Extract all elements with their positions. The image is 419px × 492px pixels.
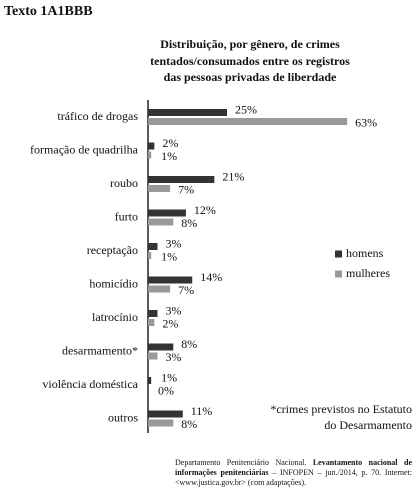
value-label: 8%	[181, 417, 197, 431]
bar	[148, 243, 158, 250]
category-label: homicídio	[89, 276, 138, 290]
value-label: 1%	[161, 249, 177, 263]
value-label: 14%	[200, 270, 222, 284]
category-label: violência doméstica	[42, 377, 138, 391]
value-label: 3%	[165, 236, 181, 250]
chart-title: tentados/consumados entre os registros	[150, 54, 350, 68]
value-label: 2%	[162, 316, 178, 330]
bar	[148, 142, 155, 150]
bar	[148, 319, 155, 326]
bar	[148, 276, 193, 284]
category-label: receptação	[87, 243, 138, 257]
legend-label: homens	[346, 246, 384, 260]
bar	[148, 352, 158, 360]
value-label: 8%	[181, 216, 197, 230]
bar	[148, 419, 174, 427]
legend-swatch	[335, 250, 342, 258]
value-label: 11%	[191, 404, 213, 418]
value-label: 63%	[355, 115, 377, 129]
bar	[148, 410, 183, 418]
value-label: 25%	[235, 102, 257, 116]
category-label: latrocínio	[92, 310, 138, 324]
legend-label: mulheres	[346, 266, 390, 280]
bar	[148, 118, 348, 125]
header: Texto 1A1BBB	[4, 4, 93, 19]
chart-title: Distribuição, por gênero, de crimes	[160, 37, 340, 51]
legend-swatch	[335, 270, 342, 278]
value-label: 8%	[181, 337, 197, 351]
category-label: tráfico de drogas	[57, 109, 138, 123]
value-label: 2%	[162, 136, 178, 150]
bar	[148, 377, 152, 384]
source-author: Departamento Penitenciário Nacional.	[175, 458, 307, 467]
value-label: 7%	[178, 182, 194, 196]
source: Departamento Penitenciário Nacional. Lev…	[175, 458, 412, 488]
category-label: furto	[115, 209, 138, 223]
category-label: formação de quadrilha	[30, 142, 139, 156]
value-label: 12%	[194, 203, 216, 217]
source-title: Levantamento nacional de informações pen…	[175, 458, 412, 477]
value-label: 0%	[158, 383, 174, 397]
value-label: 1%	[161, 370, 177, 384]
bar	[148, 209, 186, 217]
chart-title: das pessoas privadas de liberdade	[164, 70, 337, 84]
bar	[148, 185, 171, 192]
bar	[148, 285, 171, 293]
note: do Desarmamento	[324, 418, 412, 432]
bar	[148, 176, 215, 183]
chart: Texto 1A1BBB Distribuição, por gênero, d…	[4, 4, 412, 433]
value-label: 1%	[161, 149, 177, 163]
category-label: desarmamento*	[62, 343, 138, 357]
value-label: 7%	[178, 283, 194, 297]
category-label: outros	[108, 410, 138, 424]
bar	[148, 343, 174, 351]
bar	[148, 151, 152, 159]
value-label: 3%	[165, 303, 181, 317]
bar	[148, 218, 174, 226]
bar	[148, 252, 152, 259]
source-rest: – INFOPEN – jun./2014, p. 70. Internet: …	[175, 468, 413, 487]
value-label: 21%	[222, 169, 244, 183]
value-label: 3%	[165, 350, 181, 364]
category-label: roubo	[110, 176, 138, 190]
note: *crimes previstos no Estatuto	[270, 402, 412, 416]
bar	[148, 109, 227, 116]
bar	[148, 310, 158, 317]
